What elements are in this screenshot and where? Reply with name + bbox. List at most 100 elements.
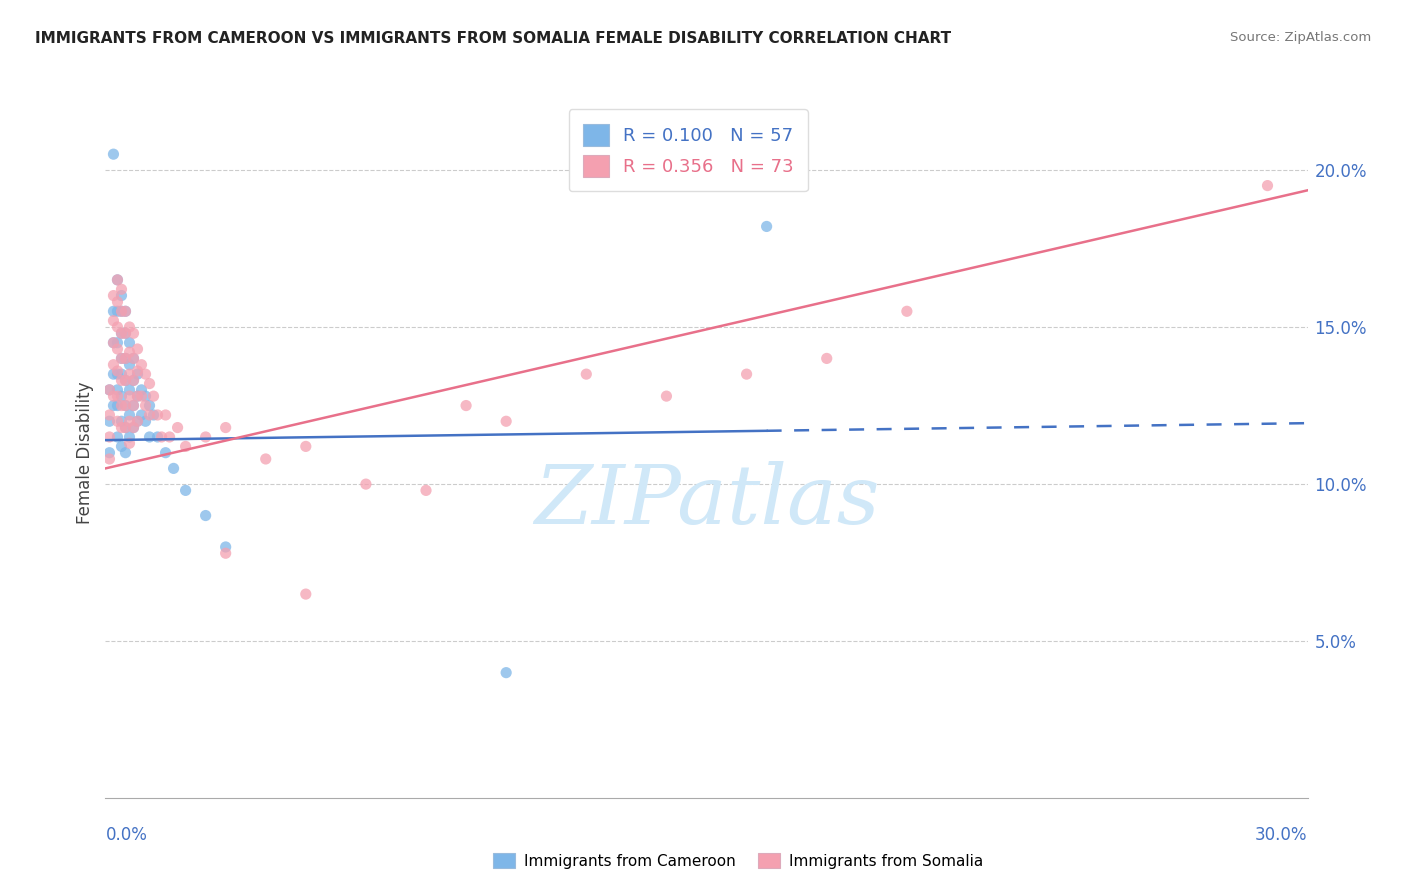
Point [118, 335, 141, 350]
Point [354, 477, 377, 491]
Point [122, 326, 145, 341]
Point [114, 304, 136, 318]
Point [114, 399, 136, 413]
Point [131, 408, 153, 422]
Point [114, 326, 136, 341]
Point [118, 367, 141, 381]
Point [118, 345, 141, 359]
Point [122, 351, 145, 366]
Point [495, 414, 517, 428]
Text: 30.0%: 30.0% [1256, 826, 1308, 844]
Point [118, 436, 141, 450]
Point [131, 358, 153, 372]
Point [103, 389, 125, 403]
Point [194, 508, 217, 523]
Point [127, 414, 149, 428]
Point [103, 288, 125, 302]
Point [114, 373, 136, 387]
Point [166, 420, 188, 434]
Point [135, 389, 157, 403]
Point [122, 399, 145, 413]
Point [98, 452, 121, 467]
Point [122, 420, 145, 434]
Text: ZIPatlas: ZIPatlas [534, 461, 879, 541]
Point [110, 389, 132, 403]
Point [110, 373, 132, 387]
Point [655, 389, 678, 403]
Point [110, 351, 132, 366]
Point [114, 399, 136, 413]
Point [110, 439, 132, 453]
Point [155, 408, 177, 422]
Point [295, 439, 318, 453]
Point [107, 364, 129, 378]
Point [98, 383, 121, 397]
Point [110, 326, 132, 341]
Point [118, 430, 141, 444]
Point [254, 452, 277, 467]
Point [127, 389, 149, 403]
Point [118, 414, 141, 428]
Point [103, 335, 125, 350]
Point [103, 399, 125, 413]
Point [174, 439, 197, 453]
Point [107, 304, 129, 318]
Point [495, 665, 517, 680]
Point [122, 373, 145, 387]
Point [755, 219, 778, 234]
Point [107, 399, 129, 413]
Point [98, 430, 121, 444]
Point [454, 399, 477, 413]
Point [118, 408, 141, 422]
Point [131, 383, 153, 397]
Point [118, 389, 141, 403]
Point [110, 282, 132, 296]
Legend: R = 0.100   N = 57, R = 0.356   N = 73: R = 0.100 N = 57, R = 0.356 N = 73 [569, 109, 808, 191]
Point [107, 430, 129, 444]
Point [135, 367, 157, 381]
Point [110, 399, 132, 413]
Point [214, 540, 236, 554]
Point [98, 414, 121, 428]
Point [110, 288, 132, 302]
Point [122, 399, 145, 413]
Text: IMMIGRANTS FROM CAMEROON VS IMMIGRANTS FROM SOMALIA FEMALE DISABILITY CORRELATIO: IMMIGRANTS FROM CAMEROON VS IMMIGRANTS F… [35, 31, 952, 46]
Point [122, 420, 145, 434]
Point [118, 320, 141, 334]
Point [575, 367, 598, 381]
Point [107, 414, 129, 428]
Point [114, 351, 136, 366]
Point [98, 408, 121, 422]
Point [118, 358, 141, 372]
Point [98, 445, 121, 460]
Y-axis label: Female Disability: Female Disability [76, 382, 94, 524]
Point [127, 364, 149, 378]
Point [103, 367, 125, 381]
Point [110, 367, 132, 381]
Point [142, 408, 165, 422]
Point [110, 304, 132, 318]
Point [138, 430, 160, 444]
Text: Source: ZipAtlas.com: Source: ZipAtlas.com [1230, 31, 1371, 45]
Point [138, 399, 160, 413]
Point [110, 351, 132, 366]
Point [146, 430, 169, 444]
Point [122, 351, 145, 366]
Point [110, 414, 132, 428]
Point [142, 389, 165, 403]
Point [138, 376, 160, 391]
Point [107, 273, 129, 287]
Point [146, 408, 169, 422]
Point [110, 326, 132, 341]
Point [155, 445, 177, 460]
Point [735, 367, 758, 381]
Point [174, 483, 197, 498]
Point [118, 383, 141, 397]
Point [98, 383, 121, 397]
Point [214, 546, 236, 560]
Point [122, 373, 145, 387]
Point [127, 414, 149, 428]
Point [110, 420, 132, 434]
Point [1257, 178, 1279, 193]
Point [162, 461, 184, 475]
